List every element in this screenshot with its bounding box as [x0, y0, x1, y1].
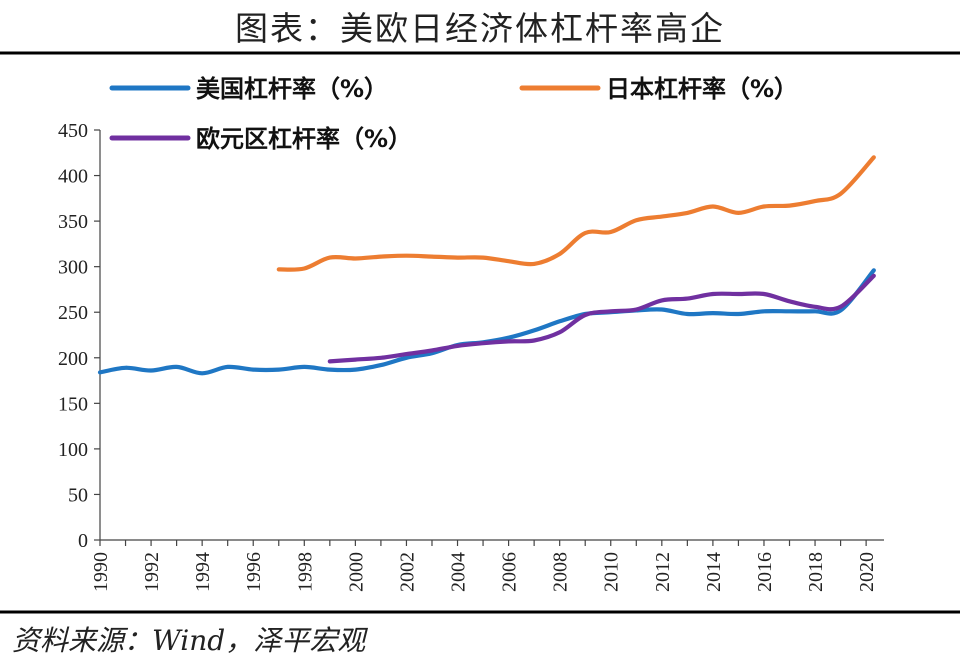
x-tick-label: 2004 — [448, 552, 470, 592]
x-tick-label: 1990 — [90, 552, 112, 592]
x-tick-label: 2000 — [345, 552, 367, 592]
x-tick-label: 2020 — [856, 552, 878, 592]
series-line-0 — [97, 268, 876, 376]
legend-label-1: 日本杠杆率（%） — [606, 75, 798, 103]
x-tick-label: 2014 — [703, 552, 725, 592]
x-tick-label: 2006 — [499, 552, 521, 592]
legend-label-2: 欧元区杠杆率（%） — [196, 125, 412, 153]
y-tick-label: 300 — [58, 257, 88, 279]
x-tick-label: 2002 — [396, 552, 418, 592]
y-tick-label: 250 — [58, 302, 88, 324]
y-tick-label: 400 — [58, 166, 88, 188]
x-tick-label: 2018 — [805, 552, 827, 592]
legend-label-0: 美国杠杆率（%） — [196, 75, 388, 103]
source-note: 资料来源：Wind，泽平宏观 — [12, 624, 368, 657]
y-tick-label: 150 — [58, 393, 88, 415]
x-tick-label: 1994 — [192, 552, 214, 592]
legend: 美国杠杆率（%） 日本杠杆率（%） 欧元区杠杆率（%） — [109, 75, 798, 153]
x-tick-label: 2012 — [652, 552, 674, 592]
x-tick-label: 1998 — [294, 552, 316, 592]
chart-title: 图表：美欧日经济体杠杆率高企 — [235, 9, 725, 48]
y-tick-label: 0 — [78, 530, 88, 552]
series-line-1 — [276, 155, 876, 272]
y-tick-label: 350 — [58, 211, 88, 233]
y-tick-label: 100 — [58, 439, 88, 461]
x-tick-label: 1996 — [243, 552, 265, 592]
x-tick-label: 2010 — [601, 552, 623, 592]
series-lines — [97, 155, 876, 376]
y-tick-label: 450 — [58, 120, 88, 142]
y-tick-label: 50 — [68, 484, 88, 506]
x-tick-label: 2008 — [550, 552, 572, 592]
x-tick-label: 2016 — [754, 552, 776, 592]
series-line-2 — [327, 273, 876, 364]
axes: 0 50 100 150 200 250 300 350 400 450 1990 1992 1994 1… — [58, 120, 884, 592]
y-tick-label: 200 — [58, 348, 88, 370]
x-tick-label: 1992 — [141, 552, 163, 592]
